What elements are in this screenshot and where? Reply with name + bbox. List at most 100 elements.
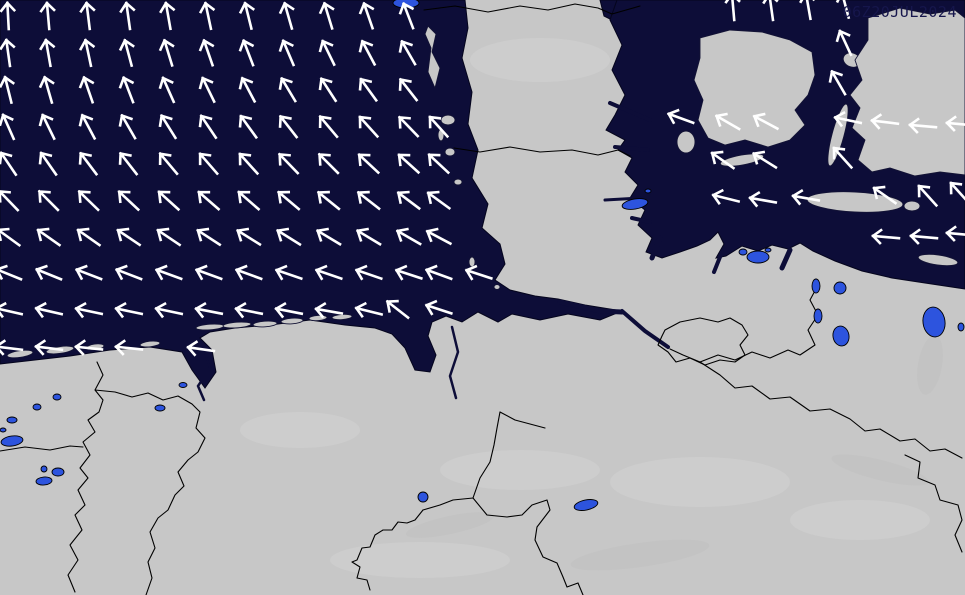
- wind-arrow-icon: [354, 264, 383, 281]
- island-fyn: [693, 29, 816, 148]
- wind-arrow-icon: [909, 228, 939, 245]
- wind-arrow-icon: [237, 190, 261, 212]
- wind-arrow-icon: [917, 184, 939, 208]
- wind-arrow-icon: [397, 115, 420, 138]
- wind-arrow-icon: [198, 114, 218, 140]
- wind-arrow-icon: [238, 114, 259, 140]
- wind-arrow-icon: [724, 0, 741, 22]
- terrain-relief: [240, 38, 943, 578]
- wind-arrow-icon: [0, 1, 17, 31]
- wind-arrow-icon: [398, 1, 415, 30]
- wind-arrow-icon: [398, 77, 419, 102]
- wind-arrow-icon: [276, 190, 301, 211]
- wind-arrow-icon: [78, 113, 97, 141]
- wind-arrow-icon: [36, 227, 62, 247]
- wind-arrow-icon: [358, 1, 375, 30]
- wind-arrow-icon: [385, 299, 410, 320]
- wind-arrow-icon: [186, 340, 216, 357]
- wind-arrow-icon: [158, 151, 179, 176]
- wind-arrow-icon: [426, 190, 452, 211]
- wind-arrow-icon: [710, 150, 736, 170]
- wind-arrow-icon: [154, 264, 183, 281]
- wind-arrow-icon: [34, 301, 64, 319]
- wind-arrow-icon: [357, 152, 381, 175]
- wind-arrow-icon: [424, 299, 453, 316]
- islands: [6, 7, 965, 359]
- wind-arrow-icon: [835, 29, 853, 57]
- wind-arrow-icon: [238, 1, 256, 31]
- wind-arrow-icon: [428, 115, 450, 139]
- wind-arrow-icon: [276, 227, 302, 247]
- wind-arrow-icon: [314, 302, 344, 319]
- wind-arrow-icon: [156, 227, 182, 247]
- wind-arrow-icon: [0, 151, 18, 177]
- wind-arrow-icon: [762, 0, 779, 22]
- wind-arrow-icon: [38, 151, 58, 177]
- wind-arrow-icon: [0, 264, 23, 281]
- wind-arrow-icon: [0, 113, 16, 141]
- wind-arrow-icon: [114, 339, 144, 356]
- wind-arrow-icon: [118, 151, 139, 176]
- wind-arrow-icon: [752, 150, 778, 170]
- lakes: [0, 0, 965, 511]
- wind-arrow-icon: [318, 1, 335, 31]
- wind-arrow-icon: [39, 1, 56, 31]
- wind-arrow-icon: [74, 339, 104, 356]
- wind-arrow-icon: [872, 185, 898, 205]
- wind-arrow-icon: [78, 38, 96, 68]
- wind-arrow-icon: [118, 75, 135, 104]
- wind-arrow-icon: [0, 301, 24, 319]
- wind-arrow-icon: [158, 38, 175, 68]
- wind-arrow-icon: [908, 117, 938, 134]
- wind-arrow-icon: [0, 189, 20, 212]
- wind-arrow-icon: [234, 301, 264, 319]
- wind-arrow-icon: [278, 114, 299, 139]
- wind-arrow-icon: [198, 38, 215, 67]
- wind-arrow-icon: [0, 227, 22, 248]
- wind-arrow-icon: [77, 189, 100, 212]
- wind-arrow-icon: [35, 264, 63, 281]
- wind-arrow-icon: [119, 1, 136, 31]
- wind-arrow-icon: [748, 191, 778, 208]
- wind-arrow-icon: [356, 190, 381, 211]
- wind-arrow-icon: [752, 112, 780, 131]
- wind-arrow-icon: [278, 1, 295, 31]
- timestamp-label: 06Z20JUL2024: [843, 3, 957, 21]
- wind-arrow-icon: [38, 75, 55, 105]
- wind-arrow-icon: [358, 39, 377, 67]
- wind-arrow-icon: [870, 113, 900, 130]
- wind-arrow-icon: [425, 227, 453, 246]
- wind-arrow-icon: [114, 264, 143, 281]
- wind-arrow-icon: [154, 301, 184, 319]
- wind-arrow-icon: [194, 264, 223, 281]
- wind-arrow-icon: [0, 75, 16, 105]
- wind-arrow-icon: [318, 77, 338, 103]
- wind-arrow-icon: [76, 227, 102, 247]
- wind-arrow-icon: [277, 152, 300, 175]
- wind-arrow-icon: [118, 38, 135, 68]
- wind-arrow-icon: [871, 228, 901, 245]
- wind-arrow-icon: [278, 39, 296, 67]
- wind-arrow-icon: [397, 153, 421, 175]
- wind-arrow-icon: [238, 152, 260, 176]
- wind-arrow-icon: [236, 227, 262, 247]
- wind-arrow-icon: [0, 38, 16, 68]
- wind-arrow-icon: [74, 264, 103, 281]
- wind-arrow-icon: [196, 227, 222, 247]
- wind-arrow-icon: [711, 188, 741, 206]
- wind-arrow-icon: [799, 0, 816, 21]
- wind-arrow-icon: [945, 115, 965, 132]
- wind-arrow-icon: [949, 181, 965, 205]
- wind-arrow-icon: [395, 227, 422, 246]
- wind-arrow-icon: [234, 264, 263, 281]
- wind-arrow-icon: [37, 189, 60, 212]
- island-zealand: [849, 7, 965, 177]
- wind-arrow-icon: [158, 76, 176, 104]
- wind-arrow-icon: [274, 301, 304, 319]
- wind-arrow-icon: [198, 1, 216, 31]
- wind-arrow-icon: [116, 227, 142, 247]
- wind-arrow-icon: [39, 38, 56, 68]
- wind-arrow-icon: [159, 1, 176, 31]
